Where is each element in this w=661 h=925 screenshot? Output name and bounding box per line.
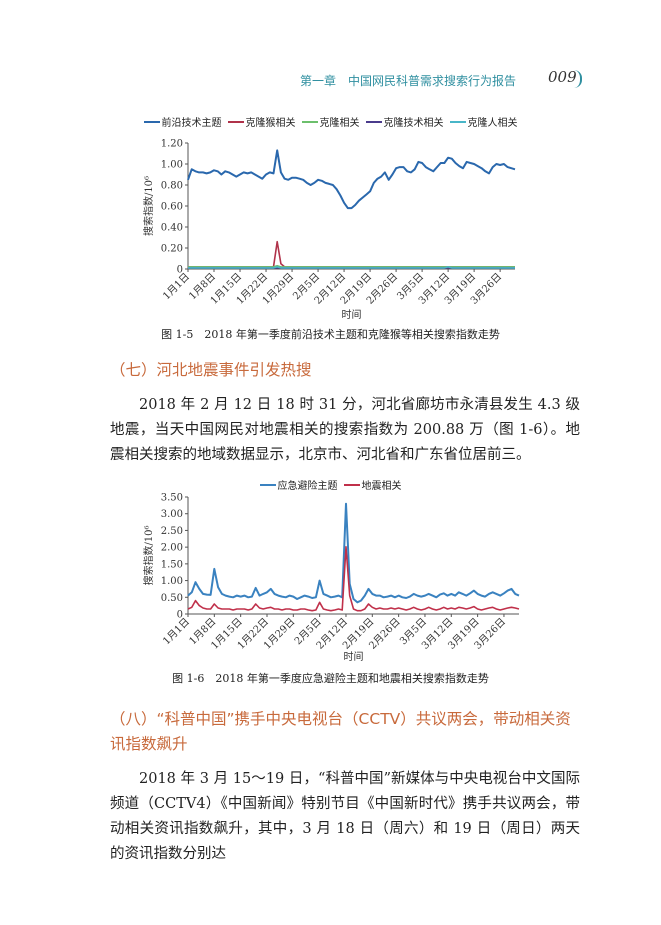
legend-item: 前沿技术主题 (143, 114, 222, 129)
legend-label: 克隆人相关 (467, 118, 518, 129)
y-tick-label: 0 (177, 610, 183, 621)
y-tick-label: 3.50 (161, 493, 183, 504)
series-line (187, 502, 520, 604)
legend-label: 克隆相关 (319, 118, 360, 129)
y-tick-label: 0.60 (161, 202, 183, 213)
legend-swatch (365, 120, 382, 123)
series-line (188, 240, 515, 268)
x-axis-label: 时间 (344, 650, 364, 663)
series-line (187, 149, 516, 210)
legend-swatch (301, 120, 318, 123)
y-tick-label: 3.00 (161, 509, 183, 520)
y-axis-label: 搜索指数/10⁶ (142, 525, 155, 585)
legend-swatch (343, 483, 360, 486)
page-number: 009 (548, 68, 577, 86)
legend-item: 克隆人相关 (449, 114, 518, 129)
series-line (187, 545, 520, 612)
chart: 00.501.001.502.002.503.003.501月1日1月8日1月1… (142, 493, 520, 663)
legend-item: 地震相关 (343, 477, 402, 492)
legend-swatch (143, 120, 160, 123)
paragraph: 2018 年 3 月 15～19 日，“科普中国”新媒体与中央电视台中文国际频道… (110, 771, 580, 862)
legend-label: 克隆猴相关 (245, 118, 296, 129)
header-ornament (574, 70, 582, 88)
legend: 应急避险主题 地震相关 (0, 477, 661, 492)
y-tick-label: 0.40 (161, 223, 183, 234)
y-tick-label: 0 (177, 265, 183, 276)
legend-swatch (449, 120, 466, 123)
x-axis-label: 时间 (342, 308, 362, 321)
caption: 图 1-6 2018 年第一季度应急避险主题和地震相关搜索指数走势 (172, 672, 489, 685)
y-tick-label: 0.50 (161, 593, 183, 604)
caption: 图 1-5 2018 年第一季度前沿技术主题和克隆猴等相关搜索指数走势 (161, 328, 500, 341)
section-heading: （七）河北地震事件引发热搜 (110, 361, 312, 379)
y-tick-label: 1.20 (161, 139, 183, 150)
legend-item: 克隆猴相关 (227, 114, 296, 129)
legend-label: 克隆技术相关 (383, 118, 444, 129)
legend-item: 克隆技术相关 (365, 114, 444, 129)
y-tick-label: 2.50 (161, 526, 183, 537)
chart: 00.200.400.600.801.001.201月1日1月8日1月15日1月… (142, 139, 516, 321)
y-tick-label: 1.00 (161, 160, 183, 171)
running-header: 第一章 中国网民科普需求搜索行为报告 (300, 74, 517, 88)
paragraph: 2018 年 2 月 12 日 18 时 31 分，河北省廊坊市永清县发生 4.… (110, 397, 580, 463)
series-line (188, 266, 515, 269)
legend-swatch (227, 120, 244, 123)
y-tick-label: 1.00 (161, 576, 183, 587)
legend-label: 应急避险主题 (277, 481, 338, 492)
legend-label: 前沿技术主题 (161, 118, 222, 129)
y-tick-label: 0.20 (161, 244, 183, 255)
y-tick-label: 2.00 (161, 543, 183, 554)
section-heading: （八）“科普中国”携手中央电视台（CCTV）共议两会，带动相关资讯指数飙升 (110, 710, 571, 753)
legend-label: 地震相关 (361, 481, 402, 492)
legend-item: 应急避险主题 (259, 477, 338, 492)
series-line (188, 265, 515, 268)
legend-swatch (259, 483, 276, 486)
legend-item: 克隆相关 (301, 114, 360, 129)
y-axis-label: 搜索指数/10⁶ (142, 176, 155, 236)
y-tick-label: 1.50 (161, 559, 183, 570)
legend: 前沿技术主题 克隆猴相关 克隆相关 克隆技术相关 克隆人相关 (0, 114, 661, 129)
y-tick-label: 0.80 (161, 181, 183, 192)
